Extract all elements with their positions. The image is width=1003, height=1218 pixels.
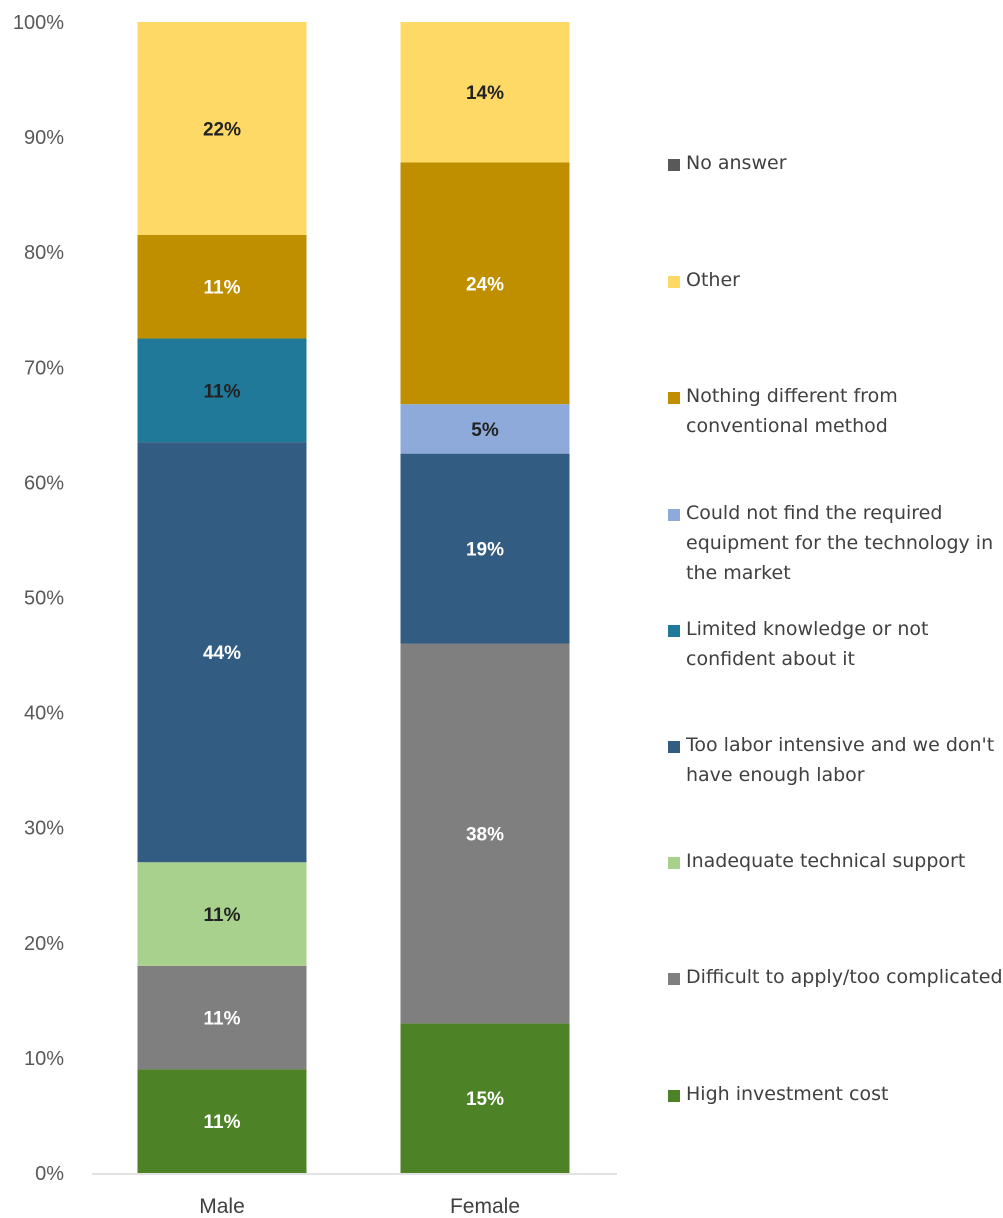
bar-segment — [400, 162, 570, 405]
data-label: 24% — [466, 274, 504, 295]
data-label: 14% — [466, 83, 504, 104]
data-label: 11% — [204, 278, 241, 299]
data-label: 22% — [203, 119, 241, 140]
y-axis: 0% 10% 20% 30% 40% 50% 60% 70% 80% 90% 100% — [13, 12, 64, 1185]
y-tick-label: 90% — [24, 127, 64, 149]
legend-swatch — [668, 857, 680, 869]
legend-item: High investment cost — [668, 1083, 1003, 1109]
data-label: 38% — [466, 824, 504, 845]
y-tick-label: 20% — [24, 933, 64, 955]
legend-label: Difficult to apply/too complicated — [686, 966, 1003, 988]
bar-segment — [137, 234, 307, 339]
y-tick-label: 80% — [24, 242, 64, 264]
y-tick-label: 50% — [24, 588, 64, 610]
stacked-bar-chart: 0%10%20%30%40%50%60%70%80%90%100% 11%11%… — [13, 12, 617, 1218]
bar-segment — [400, 22, 570, 163]
x-category-label: Male — [199, 1195, 245, 1218]
bars: 11% 11% 11% 44% 11% 11% 22% 15% 38% 19% 5% 24% 14% — [137, 22, 570, 1173]
data-label: 11% — [204, 1112, 241, 1133]
y-tick-label: 0% — [35, 1163, 64, 1185]
legend-swatch — [668, 625, 680, 637]
data-label: 15% — [466, 1089, 504, 1110]
data-label: 11% — [204, 1009, 241, 1030]
data-label: 11% — [204, 905, 241, 926]
legend-item: Inadequate technical support — [668, 850, 1003, 876]
x-category-label: Female — [450, 1195, 520, 1218]
legend-swatch — [668, 973, 680, 985]
legend: No answer Other Nothing different from con… — [668, 0, 1003, 1218]
bar-segment — [400, 453, 570, 644]
legend-item: No answer — [668, 152, 1003, 178]
bar-segment — [400, 404, 570, 454]
legend-swatch — [668, 509, 680, 521]
legend-label: Inadequate technical support — [686, 850, 966, 872]
y-tick-label: 30% — [24, 818, 64, 840]
legend-label: Too labor intensive and we don't have en… — [686, 734, 995, 786]
legend-swatch — [668, 741, 680, 753]
legend-swatch — [668, 276, 680, 288]
bar-segment — [137, 338, 307, 443]
legend-label: Other — [686, 269, 740, 291]
legend-item: Could not find the required equipment fo… — [668, 502, 1003, 588]
data-label: 5% — [471, 420, 499, 441]
legend-label: High investment cost — [686, 1083, 889, 1105]
data-label: 19% — [466, 540, 504, 561]
y-tick-label: 70% — [24, 357, 64, 379]
bar-segment — [137, 442, 307, 863]
bar-segment — [137, 965, 307, 1070]
y-tick-label: 100% — [13, 12, 64, 34]
legend-swatch — [668, 159, 680, 171]
legend-swatch — [668, 1090, 680, 1102]
bar-segment — [400, 643, 570, 1024]
y-tick-label: 60% — [24, 472, 64, 494]
legend-item: Nothing different from conventional meth… — [668, 385, 1003, 441]
data-label: 11% — [204, 381, 241, 402]
legend-item: Limited knowledge or not confident about… — [668, 618, 1003, 674]
bar-segment — [137, 862, 307, 966]
bar-segment — [137, 22, 307, 235]
legend-item: Other — [668, 269, 1003, 295]
y-tick-label: 40% — [24, 703, 64, 725]
x-axis: Male Female — [199, 1195, 520, 1218]
legend-item: Difficult to apply/too complicated — [668, 966, 1003, 992]
legend-item: Too labor intensive and we don't have en… — [668, 734, 1003, 790]
bar-segment — [400, 1023, 570, 1173]
legend-label: Nothing different from conventional meth… — [686, 385, 898, 437]
y-tick-label: 10% — [24, 1048, 64, 1070]
legend-label: Could not find the required equipment fo… — [686, 502, 994, 584]
bar-segment — [137, 1069, 307, 1173]
legend-label: Limited knowledge or not confident about… — [686, 618, 929, 670]
data-label: 44% — [203, 643, 241, 664]
legend-swatch — [668, 392, 680, 404]
legend-label: No answer — [686, 152, 787, 174]
